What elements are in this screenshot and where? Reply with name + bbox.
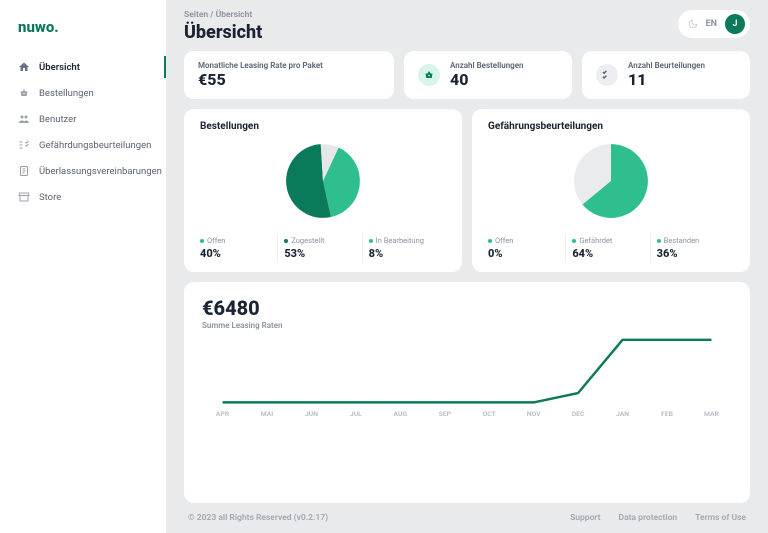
legend-value: 36% [657, 247, 728, 260]
sidebar-item-agreement[interactable]: Überlassungsvereinbarungen [0, 158, 166, 184]
stat-label: Anzahl Beurteilungen [628, 61, 705, 70]
svg-text:NOV: NOV [527, 410, 541, 418]
sidebar-item-label: Bestellungen [39, 88, 94, 99]
nav-list: Übersicht Bestellungen Benutzer Gefährdungs… [0, 54, 166, 210]
legend-label: Bestanden [657, 236, 728, 245]
basket-icon [418, 64, 440, 86]
stat-card: Anzahl Beurteilungen11 [582, 51, 750, 99]
legend-item: Offen 40% [200, 234, 277, 262]
revenue-card: €6480 Summe Leasing Raten APR MAI JUN JUL AU… [184, 282, 750, 503]
agreement-icon [18, 165, 30, 177]
sidebar-item-basket[interactable]: Bestellungen [0, 80, 166, 106]
svg-text:JUN: JUN [305, 410, 318, 418]
pie-chart [200, 140, 446, 222]
legend-label: In Bearbeitung [369, 236, 440, 245]
sidebar-item-label: Store [39, 192, 61, 203]
legend-item: Bestanden 36% [650, 234, 734, 262]
legend-label: Offen [488, 236, 559, 245]
footer-link[interactable]: Data protection [619, 513, 678, 523]
legend-item: Offen 0% [488, 234, 565, 262]
svg-text:SEP: SEP [439, 410, 452, 418]
legend-value: 8% [369, 247, 440, 260]
sidebar-item-store[interactable]: Store [0, 184, 166, 210]
svg-text:OCT: OCT [483, 410, 497, 418]
svg-text:AUG: AUG [394, 410, 408, 418]
svg-text:APR: APR [216, 410, 230, 418]
page-title: Übersicht [184, 22, 262, 43]
top-controls: EN J [678, 10, 750, 38]
legend-label: Zugestellt [284, 236, 355, 245]
legend-item: Zugestellt 53% [277, 234, 361, 262]
svg-text:FEB: FEB [661, 410, 673, 418]
sidebar-item-home[interactable]: Übersicht [0, 54, 166, 80]
checklist-icon [596, 64, 618, 86]
stat-value: €55 [198, 70, 323, 89]
copyright: © 2023 all Rights Reserved (v0.2.17) [188, 513, 328, 523]
stat-label: Anzahl Bestellungen [450, 61, 524, 70]
legend-value: 53% [284, 247, 355, 260]
footer-link[interactable]: Terms of Use [695, 513, 746, 523]
dark-mode-icon[interactable] [688, 19, 698, 29]
sidebar-item-assessment[interactable]: Gefährdungsbeurteilungen [0, 132, 166, 158]
users-icon [18, 113, 30, 125]
svg-text:MAI: MAI [261, 410, 274, 418]
stat-card: Monatliche Leasing Rate pro Paket€55 [184, 51, 394, 99]
legend-label: Offen [200, 236, 271, 245]
svg-text:JUL: JUL [350, 410, 362, 418]
legend-value: 64% [572, 247, 643, 260]
stat-label: Monatliche Leasing Rate pro Paket [198, 61, 323, 70]
footer-links: Support Data protection Terms of Use [570, 513, 746, 523]
sidebar: nuwo. Übersicht Bestellungen Benutzer Gefäh… [0, 0, 166, 533]
footer-link[interactable]: Support [570, 513, 600, 523]
sidebar-item-users[interactable]: Benutzer [0, 106, 166, 132]
legend-value: 0% [488, 247, 559, 260]
charts-row: Bestellungen Offen 40% Zugestellt 53% In Bea… [184, 109, 750, 272]
sidebar-item-label: Gefährdungsbeurteilungen [39, 140, 151, 151]
logo: nuwo. [0, 12, 166, 54]
chart-legend: Offen 40% Zugestellt 53% In Bearbeitung 8% [200, 234, 446, 262]
legend-item: Gefährdet 64% [565, 234, 649, 262]
main-content: Seiten / Übersicht Übersicht EN J Monatl… [166, 0, 768, 533]
store-icon [18, 191, 30, 203]
sidebar-item-label: Überlassungsvereinbarungen [39, 166, 162, 177]
svg-text:MAR: MAR [704, 410, 720, 418]
legend-label: Gefährdet [572, 236, 643, 245]
assessment-icon [18, 139, 30, 151]
revenue-sub: Summe Leasing Raten [202, 321, 732, 330]
basket-icon [18, 87, 30, 99]
chart-legend: Offen 0% Gefährdet 64% Bestanden 36% [488, 234, 734, 262]
footer: © 2023 all Rights Reserved (v0.2.17) Sup… [184, 503, 750, 533]
chart-title: Bestellungen [200, 121, 446, 132]
pie-chart [488, 140, 734, 222]
stat-value: 40 [450, 70, 524, 89]
orders-chart-card: Bestellungen Offen 40% Zugestellt 53% In Bea… [184, 109, 462, 272]
svg-text:JAN: JAN [616, 410, 629, 418]
stats-row: Monatliche Leasing Rate pro Paket€55Anza… [184, 51, 750, 99]
legend-item: In Bearbeitung 8% [362, 234, 446, 262]
topbar: Seiten / Übersicht Übersicht EN J [184, 10, 750, 43]
revenue-value: €6480 [202, 296, 732, 320]
chart-title: Gefährungsbeurteilungen [488, 121, 734, 132]
sidebar-item-label: Benutzer [39, 114, 76, 125]
stat-value: 11 [628, 70, 705, 89]
language-toggle[interactable]: EN [706, 19, 717, 29]
svg-text:DEC: DEC [572, 410, 585, 418]
home-icon [18, 61, 30, 73]
line-chart: APR MAI JUN JUL AUG SEP OCT NOV DEC JAN FEB MAR [202, 332, 732, 420]
sidebar-item-label: Übersicht [39, 62, 80, 73]
avatar[interactable]: J [725, 14, 745, 34]
breadcrumb: Seiten / Übersicht [184, 10, 262, 20]
assessments-chart-card: Gefährungsbeurteilungen Offen 0% Gefährdet… [472, 109, 750, 272]
legend-value: 40% [200, 247, 271, 260]
stat-card: Anzahl Bestellungen40 [404, 51, 572, 99]
